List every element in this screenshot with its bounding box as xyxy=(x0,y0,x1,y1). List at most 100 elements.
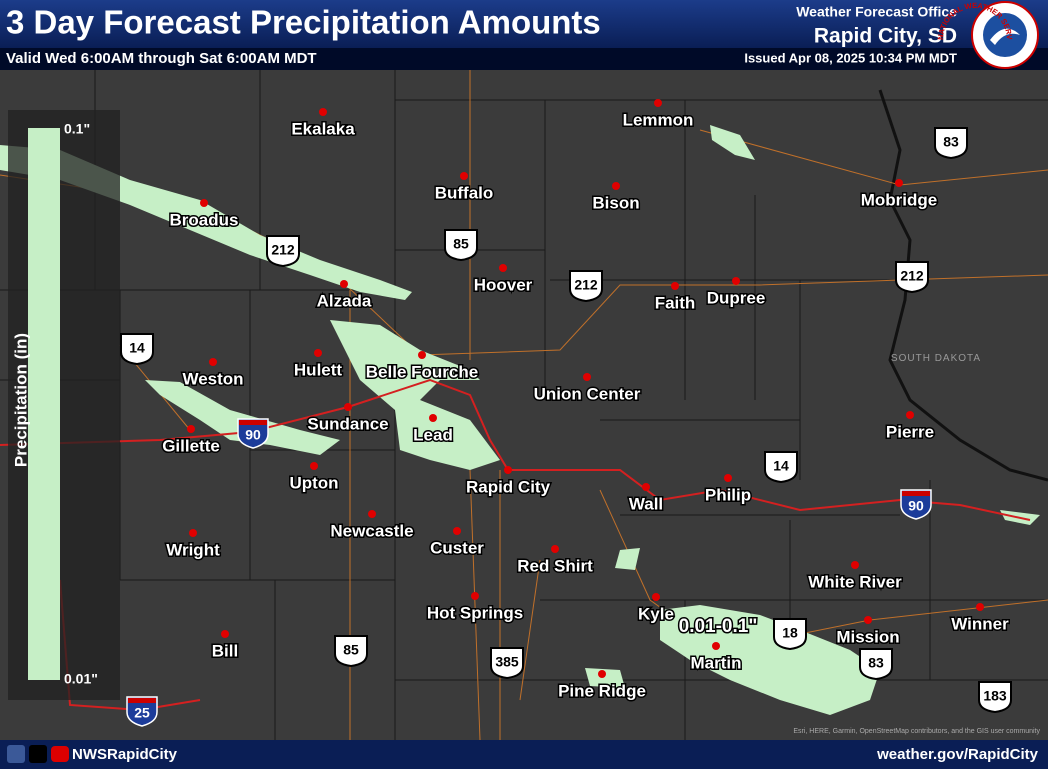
us-shield xyxy=(773,618,807,651)
highway-label: 85 xyxy=(343,642,359,658)
city-dot xyxy=(612,182,620,190)
city-dot xyxy=(418,351,426,359)
city-label: Pine Ridge xyxy=(558,681,646,700)
map-background xyxy=(0,70,1048,740)
highway-label: 14 xyxy=(773,458,789,474)
city-dot xyxy=(551,545,559,553)
us-shield xyxy=(978,681,1012,714)
city-label: Sundance xyxy=(307,414,388,433)
city-dot xyxy=(864,616,872,624)
city-label: Dupree xyxy=(707,288,766,307)
city-dot xyxy=(654,99,662,107)
city-label: Philip xyxy=(705,485,751,504)
state-label: SOUTH DAKOTA xyxy=(891,353,981,364)
highway-label: 183 xyxy=(983,688,1007,704)
city-label: White River xyxy=(808,572,902,591)
city-label: Union Center xyxy=(534,384,641,403)
highway-label: 212 xyxy=(574,277,598,293)
highway-label: 18 xyxy=(782,625,798,641)
issued: Issued Apr 08, 2025 10:34 PM MDT xyxy=(744,50,957,65)
city-dot xyxy=(189,529,197,537)
city-dot xyxy=(221,630,229,638)
city-dot xyxy=(368,510,376,518)
city-label: Lead xyxy=(413,425,453,444)
interstate-label: 90 xyxy=(245,427,261,443)
us-shield xyxy=(266,235,300,268)
city-label: Mobridge xyxy=(861,190,938,209)
us-shield xyxy=(764,451,798,484)
city-dot xyxy=(344,403,352,411)
header xyxy=(0,0,1048,48)
city-label: Bill xyxy=(212,641,238,660)
legend-top-label: 0.1" xyxy=(64,121,90,137)
city-dot xyxy=(471,592,479,600)
city-dot xyxy=(460,172,468,180)
city-label: Hoover xyxy=(474,275,533,294)
city-label: Upton xyxy=(289,473,338,492)
youtube-icon[interactable] xyxy=(51,746,69,762)
shields: 83 85 212 212 212 14 14 18 83 85 385 183 90 90 25 xyxy=(120,127,1012,727)
legend-title: Precipitation (in) xyxy=(11,333,30,467)
interstate-shield xyxy=(126,696,158,727)
highway-label: 83 xyxy=(943,134,959,150)
interstate-band xyxy=(902,491,930,496)
us-shield xyxy=(120,333,154,366)
city-label: Wall xyxy=(629,494,663,513)
city-dot xyxy=(712,642,720,650)
highway-label: 85 xyxy=(453,236,469,252)
city-dot xyxy=(895,179,903,187)
interstate-label: 25 xyxy=(134,705,150,721)
city-dot xyxy=(724,474,732,482)
facebook-icon[interactable] xyxy=(7,745,25,763)
city-label: Alzada xyxy=(317,291,372,310)
city-dot xyxy=(314,349,322,357)
highway-label: 83 xyxy=(868,655,884,671)
valid-time: Valid Wed 6:00AM through Sat 6:00AM MDT xyxy=(6,50,317,67)
subheader xyxy=(0,48,1048,70)
footer-handle[interactable]: NWSRapidCity xyxy=(72,746,178,763)
footer-url[interactable]: weather.gov/RapidCity xyxy=(876,746,1039,763)
city-label: Pierre xyxy=(886,422,934,441)
city-dot xyxy=(598,670,606,678)
city-label: Hot Springs xyxy=(427,603,523,622)
us-shield xyxy=(934,127,968,160)
x-icon[interactable] xyxy=(29,745,47,763)
city-dot xyxy=(642,483,650,491)
city-dot xyxy=(319,108,327,116)
city-dot xyxy=(340,280,348,288)
highway-label: 14 xyxy=(129,340,145,356)
highway-label: 385 xyxy=(495,654,519,670)
city-label: Belle Fourche xyxy=(366,362,478,381)
city-label: Hulett xyxy=(294,360,343,379)
city-dot xyxy=(310,462,318,470)
cities: Ekalaka Lemmon Buffalo Bison Broadus Mobridge… xyxy=(161,99,1011,702)
us-shield xyxy=(334,635,368,668)
city-dot xyxy=(504,466,512,474)
city-dot xyxy=(652,593,660,601)
city-dot xyxy=(732,277,740,285)
city-dot xyxy=(671,282,679,290)
office: Rapid City, SD xyxy=(814,25,957,48)
city-dot xyxy=(453,527,461,535)
interstate-band xyxy=(128,698,156,703)
city-dot xyxy=(200,199,208,207)
city-label: Gillette xyxy=(162,436,220,455)
city-label: Newcastle xyxy=(330,521,413,540)
annotation: 0.01-0.1" xyxy=(679,616,758,637)
city-label: Broadus xyxy=(170,210,239,229)
city-label: Wright xyxy=(166,540,220,559)
us-shield xyxy=(895,261,929,294)
interstate-shield xyxy=(237,418,269,449)
city-label: Martin xyxy=(691,653,742,672)
city-label: Faith xyxy=(655,293,696,312)
city-dot xyxy=(976,603,984,611)
city-label: Rapid City xyxy=(466,477,551,496)
legend-bottom-label: 0.01" xyxy=(64,671,98,687)
us-shield xyxy=(444,229,478,262)
city-label: Red Shirt xyxy=(517,556,593,575)
us-shield xyxy=(490,647,524,680)
interstate-band xyxy=(239,420,267,425)
city-dot xyxy=(429,414,437,422)
us-shield xyxy=(859,648,893,681)
